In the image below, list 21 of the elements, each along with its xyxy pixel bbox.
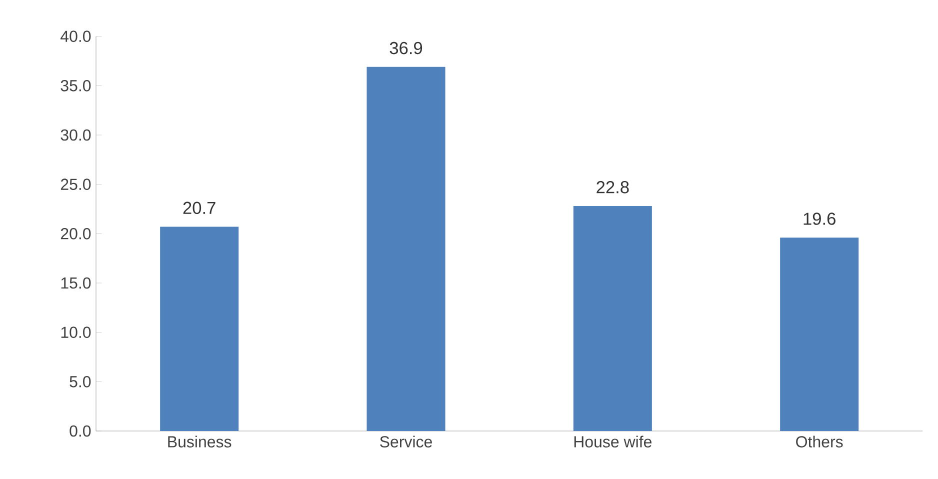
y-tick-label: 15.0 bbox=[61, 277, 91, 289]
x-tick-label: House wife bbox=[574, 436, 652, 448]
y-tick-label: 5.0 bbox=[70, 376, 91, 388]
bar bbox=[780, 238, 859, 431]
y-tick-label: 30.0 bbox=[60, 129, 91, 141]
y-tick-label: 25.0 bbox=[60, 178, 91, 190]
y-tick-label: 10.0 bbox=[61, 326, 91, 338]
x-tick-label: Service bbox=[380, 436, 432, 448]
bar bbox=[160, 226, 239, 431]
bar bbox=[366, 66, 446, 431]
x-tick-label: Others bbox=[796, 436, 843, 448]
data-label: 19.6 bbox=[804, 212, 836, 225]
data-label: 20.7 bbox=[183, 202, 216, 214]
data-label: 22.8 bbox=[596, 181, 629, 194]
y-tick-label: 40.0 bbox=[60, 30, 91, 42]
y-tick-label: 0.0 bbox=[70, 425, 91, 437]
data-label: 36.9 bbox=[390, 42, 422, 54]
x-tick-label: Business bbox=[168, 436, 232, 448]
y-tick-label: 35.0 bbox=[60, 80, 91, 92]
y-tick-label: 20.0 bbox=[60, 228, 91, 240]
bar bbox=[573, 206, 652, 431]
